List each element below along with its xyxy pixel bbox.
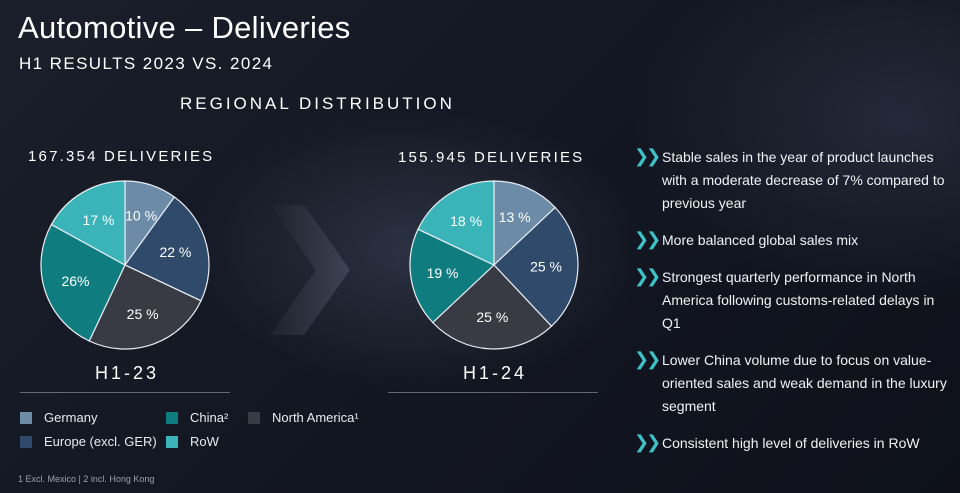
legend-item-china: China²	[166, 410, 228, 425]
footnote: 1 Excl. Mexico | 2 incl. Hong Kong	[18, 474, 155, 484]
page-title: Automotive – Deliveries	[18, 10, 351, 45]
slice-label-north-america: 25 %	[127, 306, 159, 322]
double-chevron-icon: ❯❯	[634, 349, 661, 369]
key-point: ❯❯ Consistent high level of deliveries i…	[634, 432, 954, 455]
legend-swatch-north-america	[248, 411, 260, 424]
double-chevron-icon: ❯❯	[634, 432, 661, 452]
double-chevron-icon: ❯❯	[634, 266, 661, 286]
divider	[388, 392, 598, 393]
slice-label-row: 17 %	[83, 212, 115, 228]
legend-label-north-america: North America¹	[272, 410, 359, 425]
slice-label-europe: 25 %	[530, 259, 562, 275]
slice-label-north-america: 25 %	[476, 309, 508, 325]
key-point-text: Stable sales in the year of product laun…	[662, 149, 945, 211]
slice-label-germany: 10 %	[125, 207, 157, 223]
legend-item-europe: Europe (excl. GER)	[20, 434, 157, 449]
key-point-text: More balanced global sales mix	[662, 232, 859, 248]
legend-swatch-europe	[20, 435, 32, 448]
slice-label-europe: 22 %	[159, 244, 191, 260]
key-point: ❯❯ More balanced global sales mix	[634, 229, 954, 252]
period-label-h1-23: H1-23	[94, 363, 160, 383]
pie-slice-row	[50, 180, 126, 267]
key-point: ❯❯ Strongest quarterly performance in No…	[634, 266, 954, 335]
legend-item-row: RoW	[166, 434, 219, 449]
legend-item-germany: Germany	[20, 410, 97, 425]
pie-2-total: 155.945 DELIVERIES	[398, 149, 585, 166]
legend-label-germany: Germany	[44, 410, 98, 425]
legend-item-north-america: North America¹	[248, 410, 359, 425]
legend-swatch-row	[166, 435, 178, 448]
legend-swatch-germany	[20, 411, 32, 424]
section-title: REGIONAL DISTRIBUTION	[180, 94, 455, 113]
slice-label-row: 18 %	[450, 213, 482, 229]
key-point-text: Consistent high level of deliveries in R…	[662, 435, 920, 451]
pie-1-total: 167.354 DELIVERIES	[28, 148, 215, 165]
legend-label-row: RoW	[190, 434, 219, 449]
legend-label-europe: Europe (excl. GER)	[44, 434, 157, 449]
slice-label-germany: 13 %	[499, 209, 531, 225]
key-point-text: Strongest quarterly performance in North…	[662, 269, 935, 331]
pie-slice-germany	[493, 180, 557, 267]
pie-chart-h1-24: 13 % 25 % 25 % 19 % 18 %	[409, 180, 579, 350]
legend-swatch-china	[166, 411, 178, 424]
slice-label-china: 19 %	[427, 265, 459, 281]
chevron-arrow-icon	[270, 205, 350, 335]
double-chevron-icon: ❯❯	[634, 146, 661, 166]
pie-slice-north-america	[431, 264, 553, 350]
key-points-list: ❯❯ Stable sales in the year of product l…	[634, 146, 954, 469]
pie-slice-europe	[493, 206, 579, 328]
pie-slice-north-america	[88, 264, 202, 350]
key-point: ❯❯ Lower China volume due to focus on va…	[634, 349, 954, 418]
key-point: ❯❯ Stable sales in the year of product l…	[634, 146, 954, 215]
key-point-text: Lower China volume due to focus on value…	[662, 352, 947, 414]
pie-slice-china	[409, 228, 496, 324]
period-label-h1-24: H1-24	[462, 363, 528, 383]
legend-label-china: China²	[190, 410, 229, 425]
slice-label-china: 26%	[61, 273, 89, 289]
divider	[20, 392, 230, 393]
pie-chart-h1-23: 10 % 22 % 25 % 26% 17 %	[40, 180, 210, 350]
pie-slice-row	[417, 180, 495, 266]
page-subtitle: H1 RESULTS 2023 VS. 2024	[19, 54, 274, 73]
double-chevron-icon: ❯❯	[634, 229, 661, 249]
